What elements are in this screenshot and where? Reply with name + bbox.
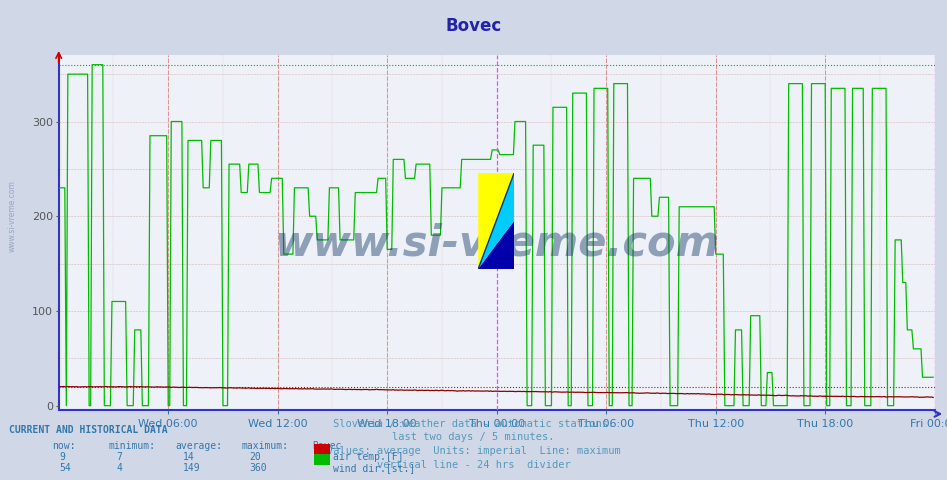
Text: 360: 360: [249, 463, 267, 473]
Text: Bovec: Bovec: [445, 17, 502, 35]
Text: last two days / 5 minutes.: last two days / 5 minutes.: [392, 432, 555, 443]
Text: wind dir.[st.]: wind dir.[st.]: [333, 463, 416, 473]
Text: minimum:: minimum:: [109, 441, 156, 451]
Text: 9: 9: [60, 452, 65, 462]
Text: average:: average:: [175, 441, 223, 451]
Text: now:: now:: [52, 441, 76, 451]
Text: maximum:: maximum:: [241, 441, 289, 451]
Polygon shape: [478, 173, 514, 269]
Text: 7: 7: [116, 452, 122, 462]
Text: vertical line - 24 hrs  divider: vertical line - 24 hrs divider: [377, 460, 570, 470]
Text: Bovec: Bovec: [313, 441, 342, 451]
Text: air temp.[F]: air temp.[F]: [333, 452, 403, 462]
Text: 20: 20: [249, 452, 260, 462]
Text: www.si-vreme.com: www.si-vreme.com: [275, 222, 719, 264]
Text: 149: 149: [183, 463, 201, 473]
Text: Slovenia / weather data - automatic stations.: Slovenia / weather data - automatic stat…: [333, 419, 614, 429]
Text: 4: 4: [116, 463, 122, 473]
Text: CURRENT AND HISTORICAL DATA: CURRENT AND HISTORICAL DATA: [9, 425, 169, 435]
Polygon shape: [478, 173, 514, 269]
Text: 54: 54: [60, 463, 71, 473]
Text: www.si-vreme.com: www.si-vreme.com: [8, 180, 17, 252]
Polygon shape: [478, 221, 514, 269]
Text: 14: 14: [183, 452, 194, 462]
Text: Values: average  Units: imperial  Line: maximum: Values: average Units: imperial Line: ma…: [327, 446, 620, 456]
